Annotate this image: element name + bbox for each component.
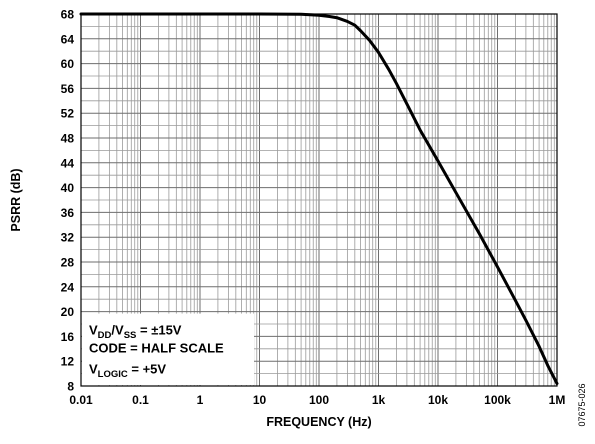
x-tick-label: 1 — [197, 393, 204, 407]
y-tick-label: 60 — [61, 57, 75, 71]
plot-frame — [80, 13, 558, 387]
legend-line-supply: VDD/VSS = ±15V — [89, 323, 182, 342]
x-tick-label: 10k — [428, 393, 448, 407]
y-tick-label: 24 — [61, 280, 75, 294]
x-tick-label: 100k — [484, 393, 511, 407]
y-tick-label: 48 — [61, 132, 75, 146]
legend-line-logic: VLOGIC = +5V — [89, 362, 166, 381]
y-tick-label: 68 — [61, 8, 75, 22]
x-axis-label: FREQUENCY (Hz) — [266, 415, 371, 429]
y-tick-labels: 8 12 16 20 24 28 32 36 40 44 48 52 56 60 64 68 — [61, 8, 75, 394]
x-tick-labels: 0.01 0.1 1 10 100 1k 10k 100k 1M — [69, 393, 565, 407]
y-tick-label: 20 — [61, 305, 75, 319]
y-tick-label: 36 — [61, 206, 75, 220]
y-tick-label: 52 — [61, 107, 75, 121]
y-tick-label: 64 — [61, 32, 75, 46]
y-tick-label: 40 — [61, 181, 75, 195]
x-tick-label: 100 — [309, 393, 329, 407]
y-tick-label: 32 — [61, 231, 75, 245]
y-tick-label: 8 — [67, 380, 74, 394]
legend-line-code: CODE = HALF SCALE — [89, 341, 224, 356]
y-tick-label: 28 — [61, 256, 75, 270]
y-axis-label: PSRR (dB) — [9, 168, 23, 231]
x-tick-label: 0.01 — [69, 393, 93, 407]
y-tick-label: 16 — [61, 330, 75, 344]
figure-id: 07675-026 — [577, 383, 587, 426]
x-tick-label: 0.1 — [132, 393, 149, 407]
y-tick-label: 12 — [61, 355, 75, 369]
legend-background — [82, 313, 254, 385]
y-tick-label: 56 — [61, 82, 75, 96]
x-tick-label: 1k — [372, 393, 386, 407]
x-tick-label: 10 — [253, 393, 267, 407]
y-tick-label: 44 — [61, 156, 75, 170]
x-tick-label: 1M — [549, 393, 566, 407]
